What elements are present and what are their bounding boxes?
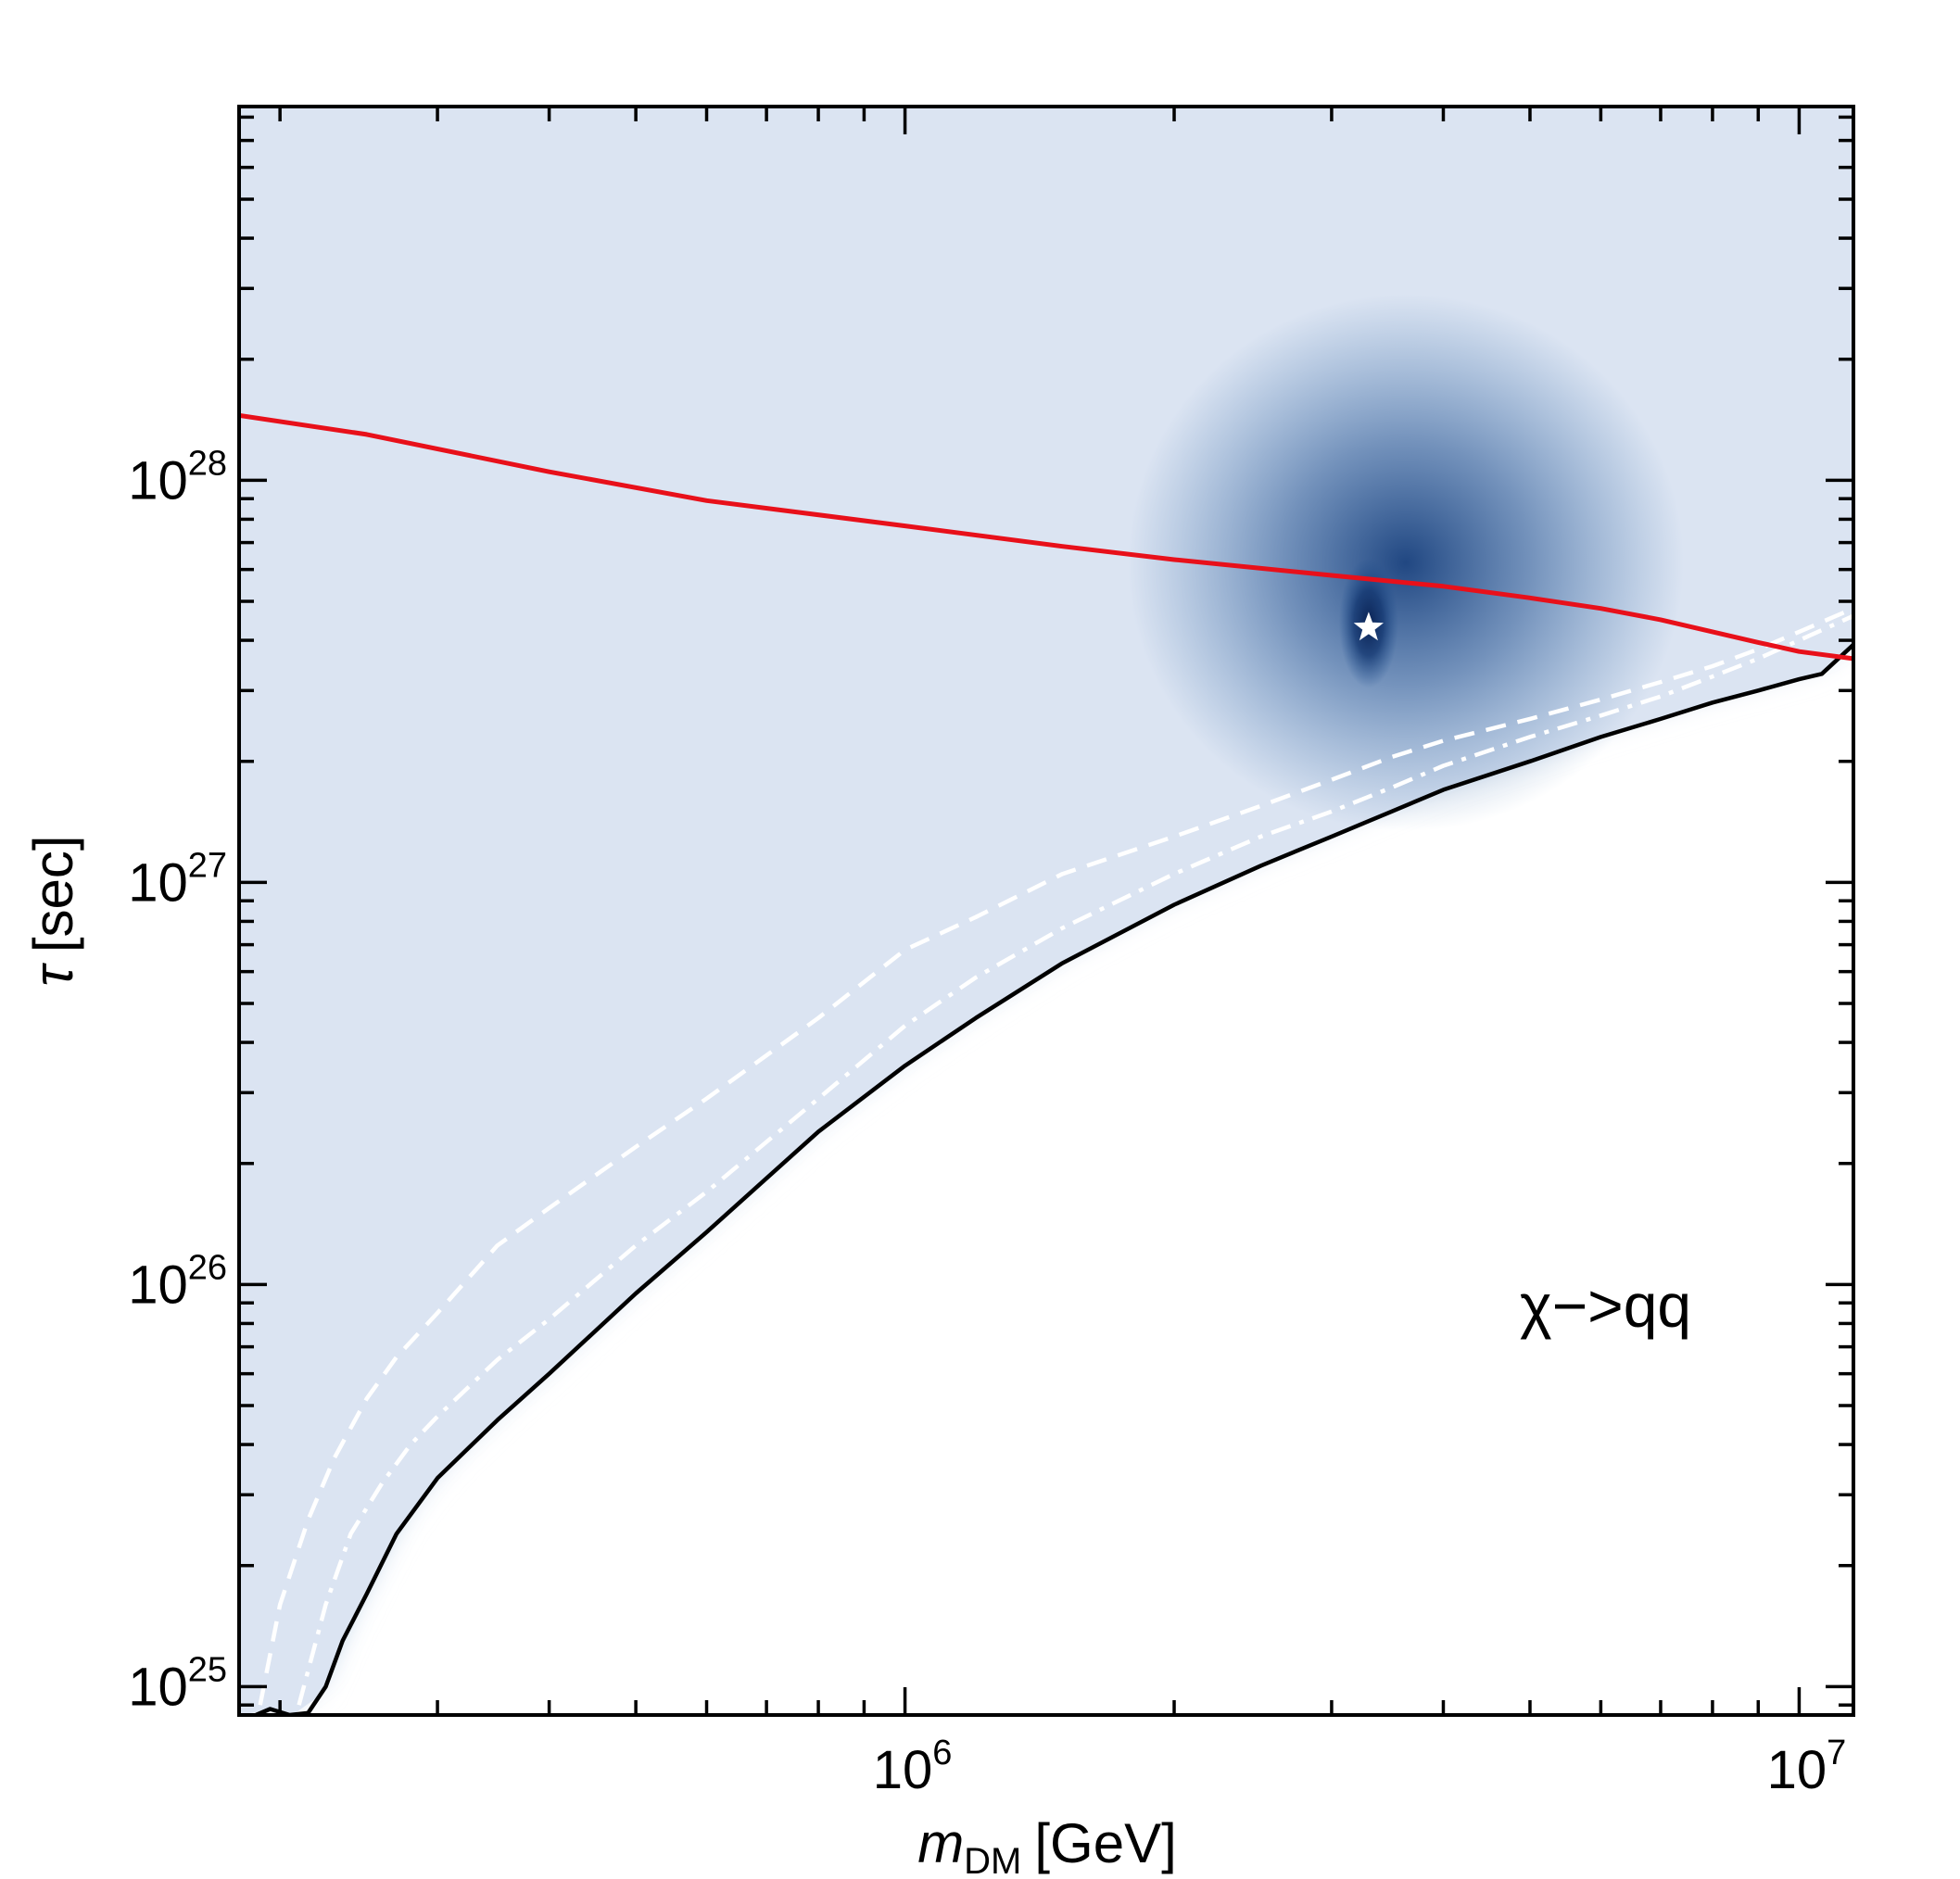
y-axis-symbol: τ (22, 963, 84, 987)
exclusion-boundary (255, 643, 1853, 1715)
axis-ticks (239, 107, 1853, 1715)
best-fit-star-icon (1353, 612, 1384, 641)
y-tick-label: 1025 (128, 1650, 227, 1717)
y-tick-label: 1027 (128, 846, 227, 913)
reference-limit-line (239, 412, 1853, 662)
heatmap-band (234, 0, 1858, 107)
x-tick-label: 106 (873, 1734, 953, 1800)
y-axis-unit: [sec] (22, 835, 84, 952)
credible-region-dashed (258, 606, 1853, 1706)
x-axis-unit: [GeV] (1034, 1812, 1176, 1874)
decay-channel-annotation: χ−>qq (1520, 1271, 1691, 1340)
y-axis-label: τ [sec] (22, 835, 84, 986)
posterior-peak (1127, 294, 1684, 832)
x-axis-symbol: m (917, 1812, 964, 1874)
x-tick-label: 107 (1767, 1734, 1847, 1800)
plot-frame (237, 105, 1855, 1717)
x-axis-subscript: DM (964, 1841, 1021, 1879)
y-tick-label: 1028 (128, 444, 227, 511)
y-tick-label: 1026 (128, 1248, 227, 1315)
credible-region-dashdot (297, 613, 1853, 1706)
x-axis-label: mDM [GeV] (917, 1812, 1177, 1879)
